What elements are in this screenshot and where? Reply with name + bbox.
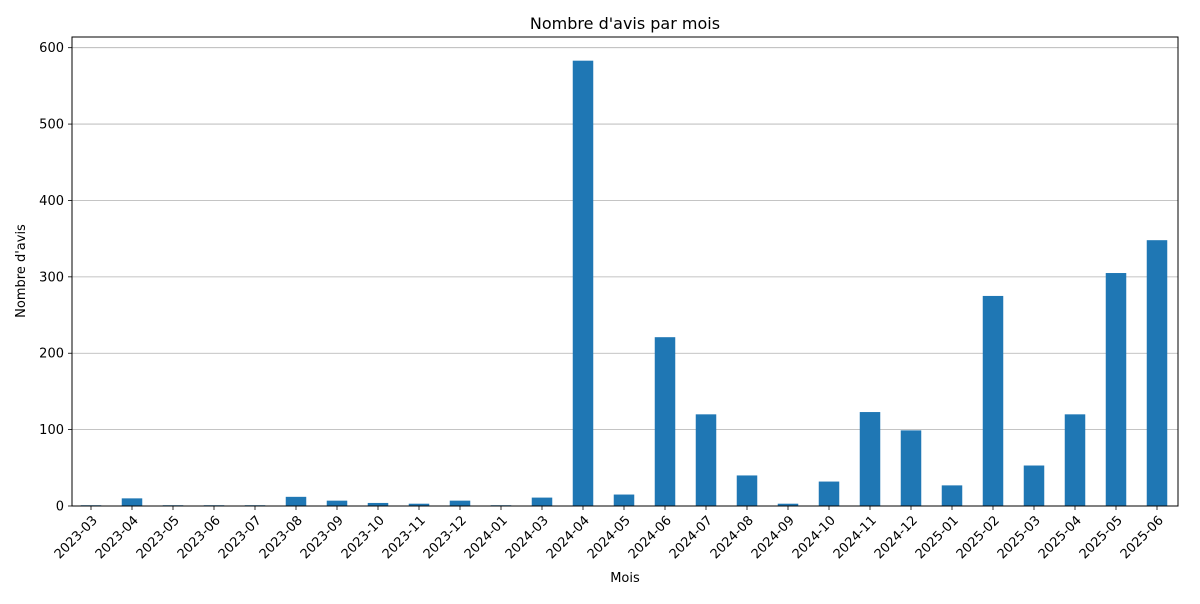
bar-2023-09 xyxy=(326,500,348,506)
bar-2025-05 xyxy=(1105,273,1127,506)
y-tick-label: 500 xyxy=(39,118,64,133)
bar-2024-06 xyxy=(654,337,676,506)
bar-2024-08 xyxy=(736,475,758,506)
bar-2023-08 xyxy=(285,496,307,506)
bar-2023-12 xyxy=(449,500,471,506)
y-tick-label: 300 xyxy=(39,270,64,285)
y-tick-label: 600 xyxy=(39,41,64,56)
bar-2025-06 xyxy=(1146,240,1168,506)
y-tick-label: 200 xyxy=(39,347,64,362)
bar-2024-10 xyxy=(818,481,840,506)
x-axis-label: Mois xyxy=(610,571,640,586)
bar-2025-02 xyxy=(982,295,1004,506)
chart-title: Nombre d'avis par mois xyxy=(530,14,720,33)
y-tick-label: 400 xyxy=(39,194,64,209)
bar-2025-04 xyxy=(1064,414,1086,506)
bar-2024-12 xyxy=(900,430,922,506)
bar-2024-07 xyxy=(695,414,717,506)
y-axis: 0 100 200 300 400 500 600 xyxy=(39,41,72,515)
bar-2024-04 xyxy=(572,60,594,507)
bar-2023-11 xyxy=(408,503,430,506)
y-tick-label: 100 xyxy=(39,423,64,438)
bar-2023-10 xyxy=(367,502,389,506)
plot-frame xyxy=(71,36,1179,507)
bar-2024-11 xyxy=(859,412,881,506)
y-tick-label: 0 xyxy=(56,500,64,515)
y-axis-label: Nombre d'avis xyxy=(14,224,29,318)
bar-2024-09 xyxy=(777,503,799,506)
gridlines xyxy=(72,47,1178,507)
bars xyxy=(80,60,1168,507)
bar-2023-04 xyxy=(121,498,143,506)
bar-2025-01 xyxy=(941,485,963,506)
bar-2024-03 xyxy=(531,497,553,506)
bar-2025-03 xyxy=(1023,465,1045,506)
bar-2024-05 xyxy=(613,494,635,506)
